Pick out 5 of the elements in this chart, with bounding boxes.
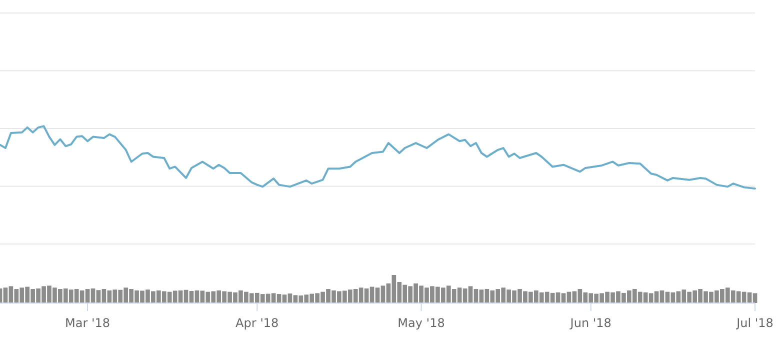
x-tick-label: May '18 — [398, 316, 445, 330]
x-tick-label: Apr '18 — [236, 316, 279, 330]
x-tick-label: Jun '18 — [569, 316, 612, 330]
x-tick-label: Jul '18 — [736, 316, 774, 330]
x-tick-label: Mar '18 — [65, 316, 110, 330]
